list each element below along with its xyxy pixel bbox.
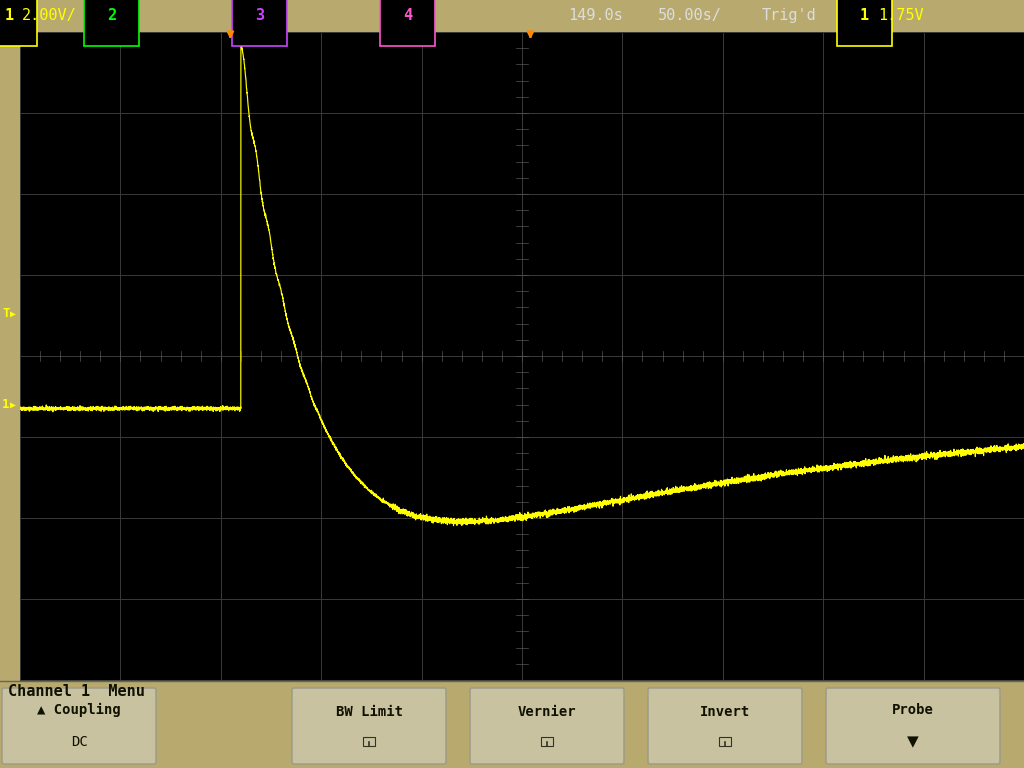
- Bar: [719, 737, 731, 746]
- FancyBboxPatch shape: [470, 688, 624, 764]
- Text: ▼: ▼: [907, 733, 919, 751]
- Text: ▶: ▶: [10, 399, 16, 409]
- Text: 2.00V/: 2.00V/: [22, 8, 77, 23]
- Text: 1: 1: [5, 8, 14, 23]
- Text: DC: DC: [71, 735, 87, 749]
- Text: Probe: Probe: [892, 703, 934, 717]
- Text: 50.00s/: 50.00s/: [658, 8, 722, 23]
- Text: 1.75V: 1.75V: [878, 8, 924, 23]
- Text: 149.0s: 149.0s: [568, 8, 623, 23]
- Text: ▲ Coupling: ▲ Coupling: [37, 703, 121, 717]
- Text: T: T: [2, 307, 9, 320]
- Text: 3: 3: [255, 8, 264, 23]
- FancyBboxPatch shape: [826, 688, 1000, 764]
- Text: Channel 1  Menu: Channel 1 Menu: [8, 684, 144, 699]
- Text: ▶: ▶: [10, 309, 16, 319]
- Text: 1: 1: [860, 8, 869, 23]
- Text: 4: 4: [403, 8, 412, 23]
- Text: Vernier: Vernier: [518, 704, 577, 719]
- Text: Invert: Invert: [699, 704, 751, 719]
- Bar: [362, 737, 375, 746]
- Text: 1: 1: [2, 398, 9, 411]
- FancyBboxPatch shape: [648, 688, 802, 764]
- Text: 2: 2: [106, 8, 116, 23]
- Text: Trig'd: Trig'd: [762, 8, 817, 23]
- FancyBboxPatch shape: [2, 688, 156, 764]
- FancyBboxPatch shape: [292, 688, 446, 764]
- Bar: [541, 737, 553, 746]
- Text: BW Limit: BW Limit: [336, 704, 402, 719]
- Text: ⊢: ⊢: [838, 6, 848, 25]
